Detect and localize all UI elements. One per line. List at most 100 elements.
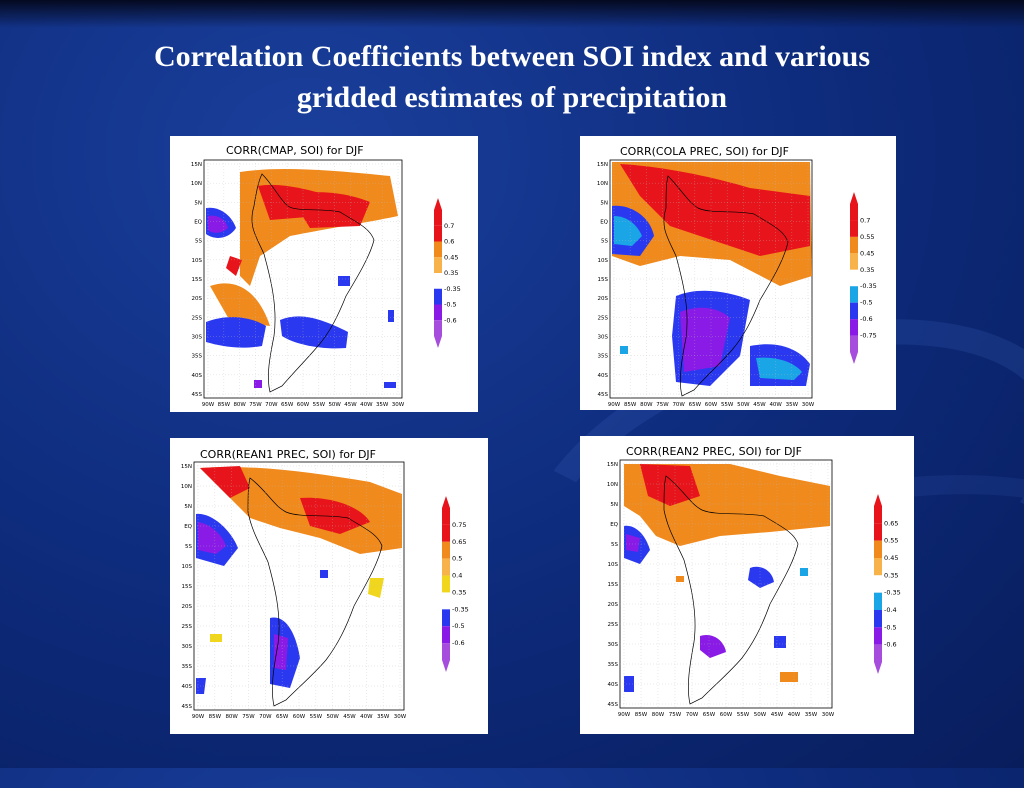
legend-swatch xyxy=(442,626,450,644)
lon-tick-label: 75W xyxy=(249,402,262,408)
legend-label: -0.5 xyxy=(452,622,465,630)
lat-tick-label: 20S xyxy=(608,602,619,608)
lon-tick-label: 55W xyxy=(310,714,323,720)
lon-tick-label: 85W xyxy=(218,402,231,408)
lon-tick-label: 65W xyxy=(703,712,716,718)
lat-tick-label: 15N xyxy=(607,462,618,468)
lat-tick-label: 15S xyxy=(598,277,609,283)
legend-label: 0.65 xyxy=(884,519,898,527)
legend-label: -0.35 xyxy=(444,285,461,293)
panel-title: CORR(REAN2 PREC, SOI) for DJF xyxy=(626,445,802,458)
coastline xyxy=(251,173,375,393)
lon-labels: 90W 85W 80W 75W 70W 65W 60W 55W 50W 45W 40W 35W 30W xyxy=(202,160,405,408)
lat-tick-label: 45S xyxy=(182,704,193,710)
color-legend: 0.75 0.65 0.5 0.4 0.35 -0.35 -0.5 -0.6 xyxy=(442,496,469,672)
lat-tick-label: EQ xyxy=(610,522,618,528)
legend-label: 0.65 xyxy=(452,538,466,546)
lat-tick-label: 10N xyxy=(191,181,202,187)
legend-swatch xyxy=(874,506,882,524)
legend-swatch xyxy=(874,592,882,610)
legend-label: -0.4 xyxy=(884,606,897,614)
lat-tick-label: 40S xyxy=(598,373,609,379)
lat-tick-label: 20S xyxy=(182,604,193,610)
lon-tick-label: 80W xyxy=(652,712,665,718)
lat-tick-label: 35S xyxy=(192,354,203,360)
lon-tick-label: 60W xyxy=(293,714,306,720)
lat-tick-label: 25S xyxy=(192,315,203,321)
legend-label: 0.5 xyxy=(452,555,462,563)
lat-tick-label: 30S xyxy=(192,335,203,341)
legend-label: -0.6 xyxy=(860,315,873,323)
lat-tick-label: 25S xyxy=(608,622,619,628)
legend-swatch xyxy=(850,220,858,237)
legend-arrow-bottom xyxy=(874,662,882,674)
lon-tick-label: 90W xyxy=(618,712,631,718)
lon-tick-label: 80W xyxy=(225,714,238,720)
lat-tick-label: 5S xyxy=(611,542,618,548)
lon-tick-label: 55W xyxy=(737,712,750,718)
lon-tick-label: 60W xyxy=(720,712,733,718)
lon-tick-label: 40W xyxy=(769,402,782,408)
lat-tick-label: 30S xyxy=(598,335,609,341)
lat-tick-label: 15S xyxy=(182,584,193,590)
lat-tick-label: 5N xyxy=(184,504,192,510)
lon-tick-label: 85W xyxy=(635,712,648,718)
lat-tick-label: 5S xyxy=(195,239,202,245)
legend-arrow-top xyxy=(434,198,442,210)
map-panel-cmap: CORR(CMAP, SOI) for DJF xyxy=(170,136,478,412)
coastline xyxy=(663,475,799,705)
lon-tick-label: 45W xyxy=(771,712,784,718)
legend-swatch xyxy=(442,643,450,660)
legend-swatch xyxy=(442,575,450,593)
lon-tick-label: 35W xyxy=(377,714,390,720)
legend-swatch xyxy=(874,627,882,645)
legend-swatch xyxy=(850,269,858,287)
lat-labels: 15N 10N 5N EQ 5S 10S 15S 20S 25S 30S 35S 40S 45S xyxy=(181,464,404,710)
coastline xyxy=(663,175,789,397)
legend-swatch xyxy=(442,541,450,559)
legend-arrow-bottom xyxy=(850,352,858,364)
lon-tick-label: 45W xyxy=(753,402,766,408)
lon-tick-label: 50W xyxy=(326,714,339,720)
lon-tick-label: 35W xyxy=(376,402,389,408)
legend-swatch xyxy=(434,304,442,321)
legend-label: 0.45 xyxy=(444,253,458,261)
lat-tick-label: 15N xyxy=(181,464,192,470)
legend-swatch xyxy=(434,273,442,289)
lat-tick-label: EQ xyxy=(184,524,192,530)
lat-tick-label: 40S xyxy=(182,684,193,690)
lon-tick-label: 45W xyxy=(343,714,356,720)
lat-tick-label: 5N xyxy=(194,200,202,206)
lat-tick-label: 40S xyxy=(192,373,203,379)
slide-title-line-1: Correlation Coefficients between SOI ind… xyxy=(153,40,871,73)
panel-title: CORR(REAN1 PREC, SOI) for DJF xyxy=(200,448,376,461)
coastline xyxy=(247,477,383,707)
legend-swatch xyxy=(434,225,442,242)
lat-tick-label: 45S xyxy=(192,392,203,398)
lon-tick-label: 60W xyxy=(705,402,718,408)
legend-label: -0.6 xyxy=(444,316,457,324)
legend-swatch xyxy=(434,288,442,305)
lon-tick-label: 35W xyxy=(805,712,818,718)
legend-label: 0.35 xyxy=(860,266,874,274)
legend-swatch xyxy=(850,204,858,221)
legend-swatch xyxy=(850,335,858,352)
legend-label: 0.45 xyxy=(860,249,874,257)
lon-tick-label: 75W xyxy=(669,712,682,718)
lat-tick-label: 20S xyxy=(192,296,203,302)
legend-swatch xyxy=(442,592,450,610)
legend-label: 0.7 xyxy=(860,216,870,224)
lon-tick-label: 50W xyxy=(737,402,750,408)
lat-tick-label: 15N xyxy=(597,162,608,168)
legend-swatch xyxy=(850,319,858,336)
color-legend: 0.7 0.6 0.45 0.35 -0.35 -0.5 -0.6 xyxy=(434,198,461,348)
legend-swatch xyxy=(874,610,882,628)
legend-swatch xyxy=(874,644,882,662)
lat-tick-label: 40S xyxy=(608,682,619,688)
lat-tick-label: 5S xyxy=(601,239,608,245)
lon-tick-label: 70W xyxy=(672,402,685,408)
legend-label: -0.5 xyxy=(860,299,873,307)
legend-arrow-bottom xyxy=(434,336,442,348)
lon-tick-label: 90W xyxy=(202,402,215,408)
legend-label: 0.35 xyxy=(444,269,458,277)
